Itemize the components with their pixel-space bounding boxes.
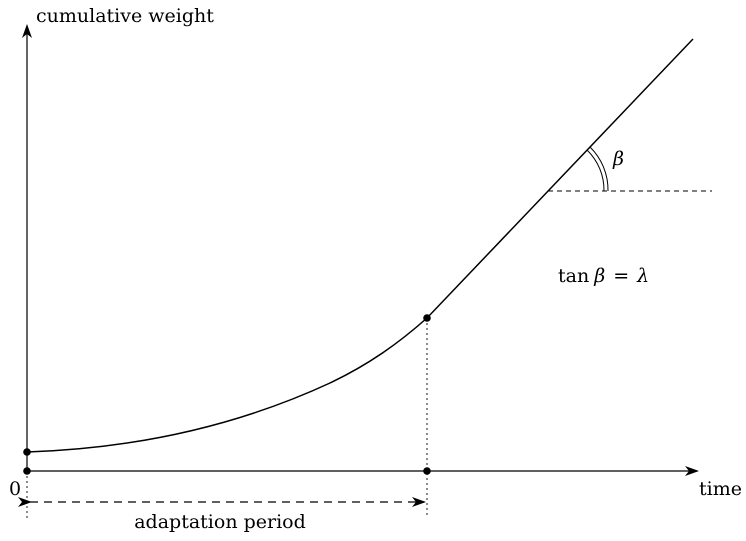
origin-label: 0 bbox=[9, 478, 21, 500]
cumulative-weight-curve bbox=[26, 38, 694, 453]
adaptation-period-label: adaptation period bbox=[134, 511, 306, 533]
formula-arg: β bbox=[593, 265, 605, 287]
y-axis-label: cumulative weight bbox=[36, 5, 214, 27]
angle-arc-inner bbox=[586, 149, 605, 192]
slope-formula: tan β = λ bbox=[558, 265, 649, 287]
formula-func: tan bbox=[558, 265, 589, 287]
formula-equals: = bbox=[613, 265, 629, 287]
origin-point bbox=[23, 467, 31, 475]
transition-point bbox=[423, 314, 431, 322]
angle-arc-outer bbox=[589, 146, 609, 192]
formula-rhs: λ bbox=[636, 265, 649, 287]
transition-axis-point bbox=[423, 467, 431, 475]
curve-start-point bbox=[23, 448, 31, 456]
angle-label: β bbox=[612, 148, 624, 170]
x-axis-label: time bbox=[699, 478, 742, 500]
